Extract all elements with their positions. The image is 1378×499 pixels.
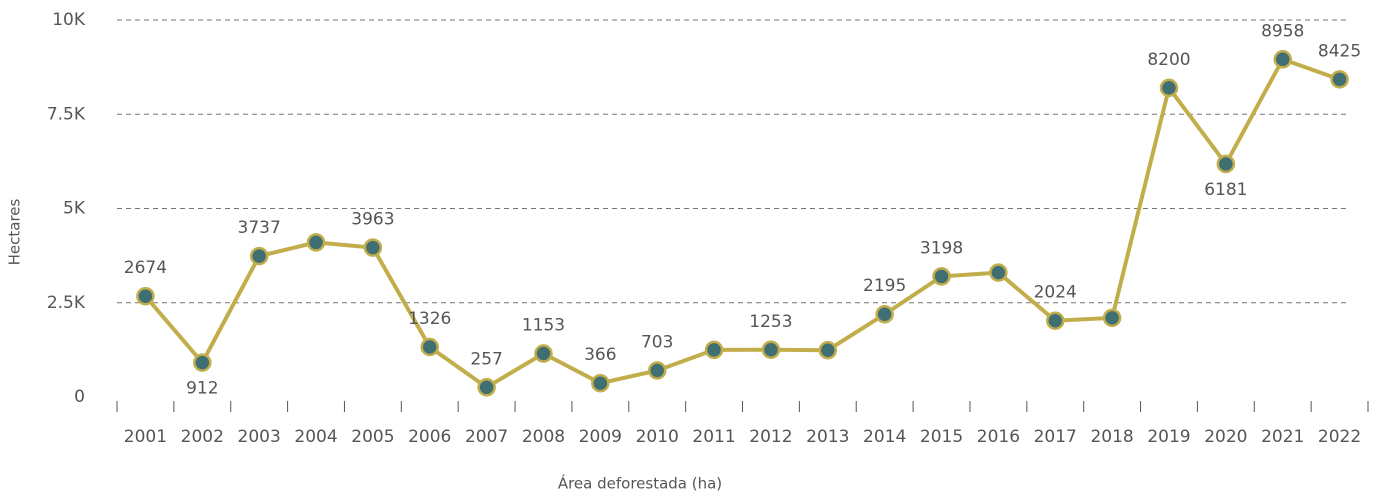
data-label: 703 <box>641 332 673 352</box>
marker <box>818 341 838 360</box>
x-tick-label: 2008 <box>522 427 565 447</box>
y-axis-label: Hectares <box>6 198 24 265</box>
marker <box>647 361 667 380</box>
data-label: 8200 <box>1147 50 1190 70</box>
marker <box>306 233 326 252</box>
data-label: 8958 <box>1261 21 1304 41</box>
marker <box>1216 154 1236 174</box>
marker <box>1159 78 1179 98</box>
x-tick-label: 2014 <box>863 427 906 447</box>
marker <box>420 337 439 357</box>
data-label: 912 <box>186 379 218 399</box>
x-tick-label: 2017 <box>1034 427 1077 447</box>
marker <box>1330 70 1349 89</box>
x-tick-label: 2009 <box>579 427 622 447</box>
marker <box>1273 50 1292 69</box>
marker <box>534 344 553 363</box>
x-tick-label: 2022 <box>1318 427 1361 447</box>
y-tick-label: 10K <box>52 10 86 30</box>
line <box>143 56 1341 390</box>
marker <box>875 304 894 324</box>
marker <box>363 238 383 257</box>
x-tick-label: 2007 <box>465 427 508 447</box>
x-axis-label: Área deforestada (ha) <box>558 474 722 493</box>
data-label: 3737 <box>238 218 281 238</box>
x-tick-label: 2013 <box>806 427 849 447</box>
x-tick-label: 2002 <box>181 427 224 447</box>
marker <box>704 340 724 360</box>
data-label: 3198 <box>920 238 963 258</box>
data-label: 1153 <box>522 316 565 336</box>
data-label: 257 <box>470 349 502 369</box>
x-tick-label: 2010 <box>636 427 679 447</box>
marker <box>193 353 212 372</box>
x-tick-label: 2021 <box>1261 427 1304 447</box>
data-label: 2195 <box>863 276 906 296</box>
marker <box>249 246 269 266</box>
y-tick-label: 5K <box>63 199 86 219</box>
marker <box>136 286 155 306</box>
data-label: 3963 <box>351 210 394 230</box>
x-tick-label: 2012 <box>749 427 792 447</box>
data-label: 2024 <box>1034 283 1077 303</box>
x-tick-label: 2020 <box>1204 427 1247 447</box>
x-tick-label: 2003 <box>238 427 281 447</box>
x-tick-label: 2018 <box>1090 427 1133 447</box>
x-tick-label: 2016 <box>977 427 1020 447</box>
y-tick-label: 0 <box>74 387 85 407</box>
marker <box>1046 311 1065 330</box>
y-tick-label: 7.5K <box>47 104 86 124</box>
marker <box>591 373 610 393</box>
data-label: 2674 <box>124 258 167 278</box>
x-tick-label: 2011 <box>692 427 735 447</box>
x-tick-label: 2004 <box>294 427 337 447</box>
data-label: 366 <box>584 345 616 365</box>
data-label: 8425 <box>1318 41 1361 61</box>
data-label: 1326 <box>408 309 451 329</box>
marker <box>1102 308 1122 328</box>
marker <box>989 263 1008 282</box>
x-tick-label: 2019 <box>1147 427 1190 447</box>
x-tick-label: 2015 <box>920 427 963 447</box>
x-tick-label: 2006 <box>408 427 451 447</box>
marker <box>932 267 951 286</box>
data-label: 6181 <box>1204 180 1247 200</box>
y-tick-label: 2.5K <box>47 293 86 313</box>
marker <box>761 340 781 360</box>
x-tick-label: 2001 <box>124 427 167 447</box>
data-label: 1253 <box>749 312 792 332</box>
marker <box>477 378 496 397</box>
x-tick-label: 2005 <box>351 427 394 447</box>
